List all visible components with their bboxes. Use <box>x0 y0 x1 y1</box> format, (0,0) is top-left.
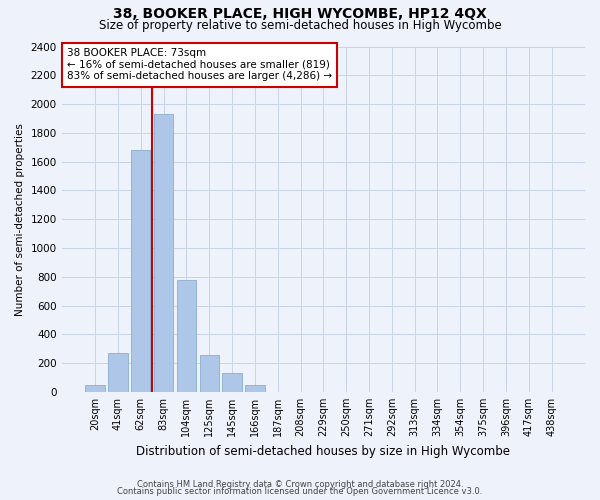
Text: 38, BOOKER PLACE, HIGH WYCOMBE, HP12 4QX: 38, BOOKER PLACE, HIGH WYCOMBE, HP12 4QX <box>113 8 487 22</box>
Bar <box>85 384 105 392</box>
Bar <box>177 280 196 392</box>
Bar <box>245 384 265 392</box>
Bar <box>108 353 128 392</box>
Bar <box>131 150 151 392</box>
Bar <box>154 114 173 392</box>
Bar <box>200 355 219 392</box>
Text: Size of property relative to semi-detached houses in High Wycombe: Size of property relative to semi-detach… <box>98 19 502 32</box>
Y-axis label: Number of semi-detached properties: Number of semi-detached properties <box>15 123 25 316</box>
Text: Contains public sector information licensed under the Open Government Licence v3: Contains public sector information licen… <box>118 488 482 496</box>
X-axis label: Distribution of semi-detached houses by size in High Wycombe: Distribution of semi-detached houses by … <box>136 444 511 458</box>
Text: 38 BOOKER PLACE: 73sqm
← 16% of semi-detached houses are smaller (819)
83% of se: 38 BOOKER PLACE: 73sqm ← 16% of semi-det… <box>67 48 332 82</box>
Text: Contains HM Land Registry data © Crown copyright and database right 2024.: Contains HM Land Registry data © Crown c… <box>137 480 463 489</box>
Bar <box>223 373 242 392</box>
